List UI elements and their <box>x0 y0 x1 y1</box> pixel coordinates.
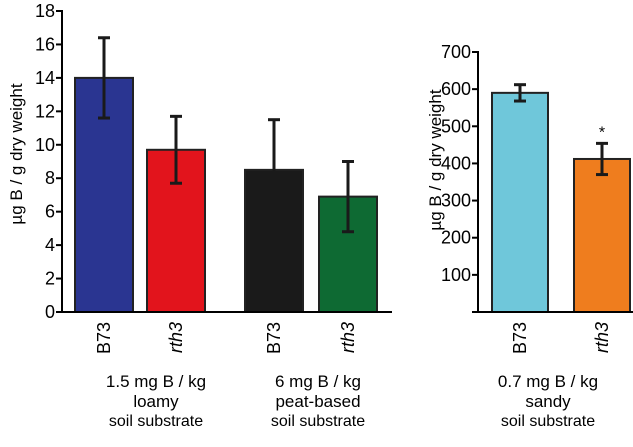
group-label-sandy: 0.7 mg B / kg sandy soil substrate <box>463 372 633 432</box>
y-tick-label: 400 <box>441 153 471 173</box>
y-tick-label: 200 <box>441 228 471 248</box>
y-tick-label: 100 <box>441 265 471 285</box>
y-tick-label: 4 <box>45 235 55 255</box>
y-tick-label: 10 <box>35 135 55 155</box>
category-label-rth3: rth3 <box>592 322 612 353</box>
y-tick-label: 12 <box>35 101 55 121</box>
group-label-line3: soil substrate <box>500 413 596 430</box>
right-y-axis-label: µg B / g dry weight <box>426 89 445 231</box>
y-tick-label: 6 <box>45 202 55 222</box>
chart-panel-1: 100 200 300 400 500 600 700 B73 * rth3 <box>441 42 633 354</box>
bar-rth3 <box>573 157 631 313</box>
category-label-rth3: rth3 <box>166 322 186 353</box>
category-label-b73: B73 <box>94 322 114 354</box>
y-tick-label: 700 <box>441 42 471 62</box>
category-label-rth3: rth3 <box>338 322 358 353</box>
group-label-peat: 6 mg B / kg peat-based soil substrate <box>218 372 418 432</box>
y-tick-label: 500 <box>441 116 471 136</box>
left-y-axis-label: µg B / g dry weight <box>7 83 26 225</box>
group-label-line3: soil substrate <box>108 413 204 430</box>
category-label-b73: B73 <box>510 322 530 354</box>
category-label-b73: B73 <box>264 322 284 354</box>
y-tick-label: 14 <box>35 68 55 88</box>
significance-marker: * <box>599 124 605 141</box>
chart-panel-0: 0 2 4 6 8 10 12 14 16 18 B73 rth3 B73 rth3 <box>35 1 392 354</box>
y-tick-label: 600 <box>441 79 471 99</box>
y-tick-label: 8 <box>45 168 55 188</box>
group-label-line2: sandy <box>525 392 571 411</box>
group-label-line1: 6 mg B / kg <box>275 372 361 391</box>
group-label-line2: peat-based <box>275 392 361 411</box>
y-tick-label: 18 <box>35 1 55 21</box>
y-tick-label: 0 <box>45 302 55 322</box>
y-tick-label: 16 <box>35 34 55 54</box>
y-tick-label: 2 <box>45 269 55 289</box>
group-label-line3: soil substrate <box>270 413 366 430</box>
bar-b73 <box>491 91 549 313</box>
group-label-line1: 1.5 mg B / kg <box>105 372 207 391</box>
y-tick-label: 300 <box>441 191 471 211</box>
group-label-line2: loamy <box>133 392 179 411</box>
group-label-line1: 0.7 mg B / kg <box>497 372 599 391</box>
group-label-loamy: 1.5 mg B / kg loamy soil substrate <box>56 372 256 432</box>
